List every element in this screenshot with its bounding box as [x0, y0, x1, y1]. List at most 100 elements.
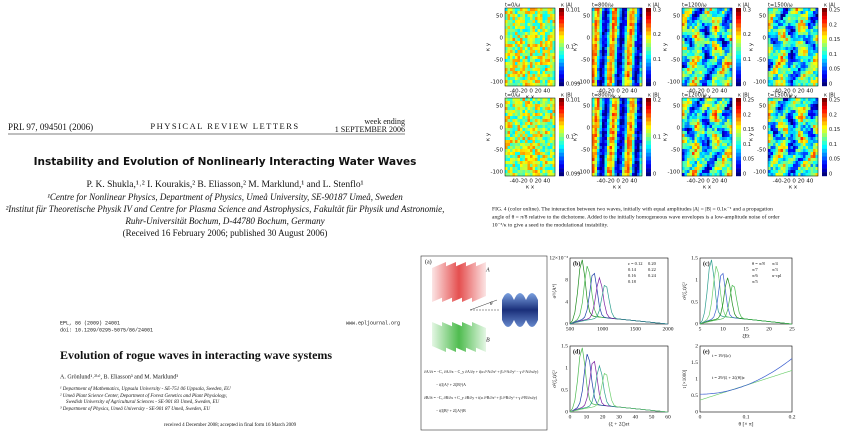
heatmap-cell: [610, 146, 613, 149]
heatmap-cell: [793, 65, 796, 68]
heatmap-cell: [778, 20, 781, 23]
heatmap-cell: [627, 161, 630, 164]
heatmap-cell: [607, 155, 610, 158]
heatmap-cell: [615, 32, 618, 35]
heatmap-cell: [796, 107, 799, 110]
heatmap: [592, 98, 642, 176]
heatmap-cell: [528, 107, 531, 110]
heatmap-cell: [808, 83, 811, 86]
heatmap-cell: [548, 164, 551, 167]
heatmap-cell: [808, 32, 811, 35]
heatmap-cell: [635, 173, 638, 176]
colorbar-tick-label: 0.2: [829, 22, 837, 28]
heatmap-cell: [520, 11, 523, 14]
y-tick-label: 0: [565, 321, 568, 327]
heatmap-cell: [788, 23, 791, 26]
heatmap-cell: [685, 44, 688, 47]
heatmap-cell: [617, 113, 620, 116]
heatmap-cell: [592, 11, 595, 14]
heatmap-cell: [715, 44, 718, 47]
heatmap-cell: [600, 140, 603, 143]
y-tick-label: 50: [673, 104, 680, 110]
heatmap-cell: [543, 11, 546, 14]
heatmap-cell: [705, 137, 708, 140]
heatmap-cell: [520, 8, 523, 11]
heatmap-cell: [692, 47, 695, 50]
heatmap-cell: [637, 29, 640, 32]
heatmap-cell: [592, 134, 595, 137]
heatmap-cell: [610, 35, 613, 38]
heatmap-cell: [776, 122, 779, 125]
heatmap-cell: [540, 155, 543, 158]
heatmap-cell: [528, 131, 531, 134]
heatmap-cell: [796, 80, 799, 83]
heatmap-cell: [692, 83, 695, 86]
heatmap-cell: [692, 14, 695, 17]
heatmap-cell: [617, 107, 620, 110]
heatmap-cell: [768, 44, 771, 47]
heatmap-cell: [605, 26, 608, 29]
heatmap-cell: [690, 68, 693, 71]
heatmap-cell: [768, 77, 771, 80]
heatmap-cell: [712, 107, 715, 110]
heatmap-cell: [712, 77, 715, 80]
heatmap-cell: [793, 158, 796, 161]
heatmap-cell: [515, 113, 518, 116]
heatmap-cell: [705, 59, 708, 62]
heatmap-cell: [508, 146, 511, 149]
heatmap-cell: [523, 134, 526, 137]
heatmap-cell: [720, 107, 723, 110]
heatmap-cell: [776, 104, 779, 107]
heatmap-cell: [710, 137, 713, 140]
heatmap-cell: [617, 65, 620, 68]
heatmap-cell: [801, 140, 804, 143]
heatmap-cell: [707, 122, 710, 125]
heatmap-cell: [508, 80, 511, 83]
heatmap-cell: [783, 32, 786, 35]
heatmap-cell: [682, 11, 685, 14]
heatmap-cell: [622, 17, 625, 20]
heatmap-cell: [602, 104, 605, 107]
heatmap-cell: [717, 167, 720, 170]
heatmap-cell: [778, 143, 781, 146]
heatmap-cell: [597, 29, 600, 32]
heatmap-cell: [630, 80, 633, 83]
heatmap-cell: [615, 71, 618, 74]
heatmap-cell: [687, 38, 690, 41]
heatmap-cell: [515, 161, 518, 164]
heatmap-cell: [806, 59, 809, 62]
heatmap-cell: [515, 26, 518, 29]
heatmap-cell: [543, 110, 546, 113]
heatmap-cell: [690, 20, 693, 23]
heatmap-cell: [697, 101, 700, 104]
heatmap-cell: [707, 164, 710, 167]
heatmap-cell: [692, 71, 695, 74]
heatmap-cell: [712, 68, 715, 71]
heatmap-cell: [687, 161, 690, 164]
y-tick-label: 50: [496, 14, 503, 20]
heatmap-cell: [520, 152, 523, 155]
heatmap-cell: [530, 134, 533, 137]
heatmap-cell: [682, 122, 685, 125]
heatmap-cell: [727, 71, 730, 74]
heatmap-cell: [788, 83, 791, 86]
heatmap-cell: [535, 146, 538, 149]
heatmap-cell: [806, 8, 809, 11]
heatmap-cell: [722, 134, 725, 137]
heatmap-cell: [622, 140, 625, 143]
heatmap-cell: [545, 167, 548, 170]
heatmap-cell: [518, 131, 521, 134]
heatmap-cell: [697, 14, 700, 17]
heatmap-cell: [786, 161, 789, 164]
heatmap-cell: [528, 155, 531, 158]
heatmap: [682, 8, 732, 86]
heatmap-cell: [783, 44, 786, 47]
heatmap-cell: [717, 44, 720, 47]
heatmap-cell: [801, 47, 804, 50]
heatmap-cell: [637, 173, 640, 176]
heatmap-cell: [712, 104, 715, 107]
heatmap-cell: [627, 44, 630, 47]
heatmap-cell: [523, 110, 526, 113]
heatmap-cell: [773, 140, 776, 143]
heatmap-cell: [776, 158, 779, 161]
